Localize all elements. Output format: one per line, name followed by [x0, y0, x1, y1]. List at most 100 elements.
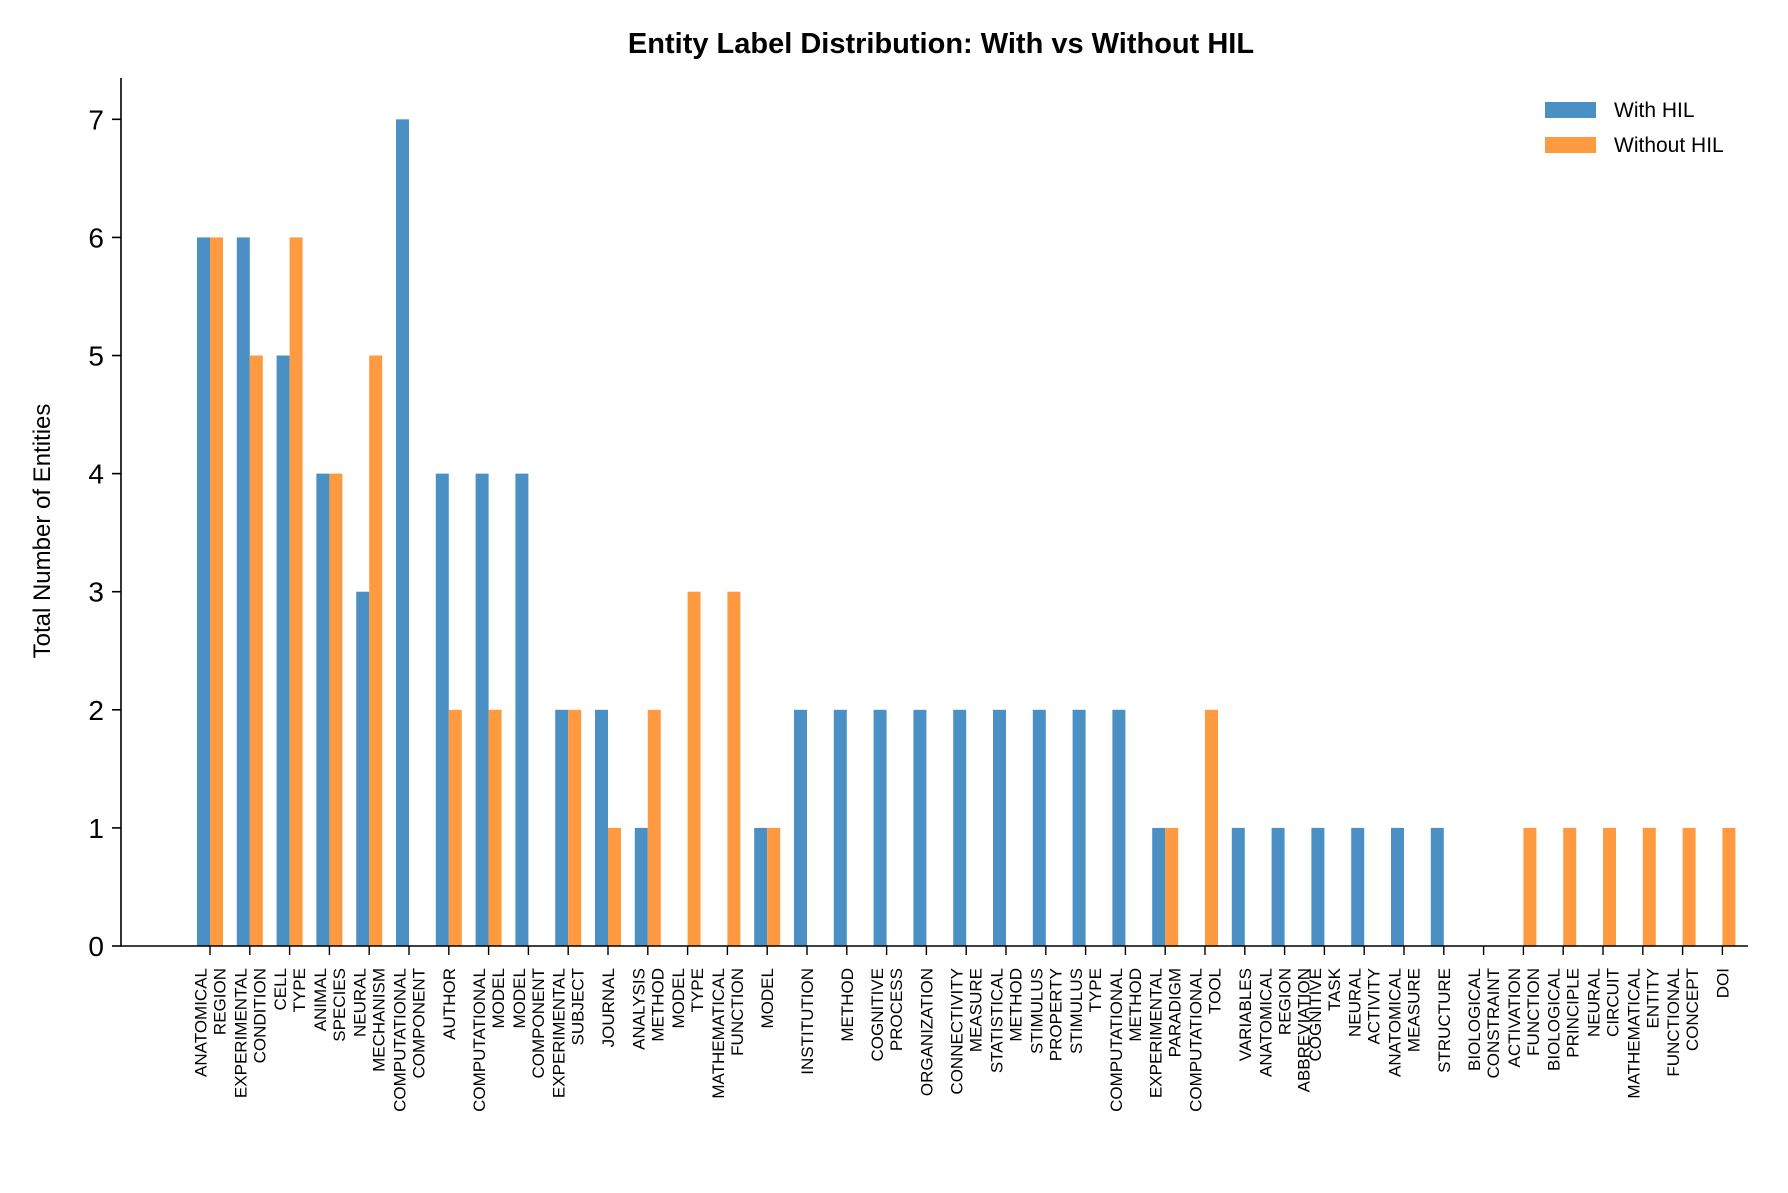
bar-with-hil [1152, 827, 1166, 946]
bar-without-hil [1642, 827, 1656, 946]
bar-with-hil [754, 827, 768, 946]
x-tick-label: AUTHOR [440, 968, 459, 1040]
bar-without-hil [289, 237, 303, 946]
bar-without-hil [1563, 827, 1577, 946]
x-tick-label: TASK [1325, 967, 1344, 1011]
x-tick-label: TYPE [688, 968, 707, 1012]
x-tick-label: SPECIES [330, 968, 349, 1042]
x-tick-label: FUNCTIONAL [1664, 968, 1683, 1077]
x-tick-label: REGION [211, 968, 230, 1035]
x-tick-label: PARADIGM [1166, 968, 1185, 1057]
x-tick-label: COMPONENT [410, 968, 429, 1079]
bar-with-hil [953, 709, 967, 946]
bar-with-hil [316, 473, 330, 946]
x-tick-label: COGNITIVE [868, 968, 887, 1062]
chart-title: Entity Label Distribution: With vs Witho… [628, 28, 1254, 60]
x-tick-label: COMPONENT [529, 968, 548, 1079]
x-tick-label: ANALYSIS [629, 968, 648, 1050]
x-tick-label: EXPERIMENTAL [1147, 968, 1166, 1098]
x-tick-label: ORGANIZATION [917, 968, 936, 1096]
x-tick-label: STATISTICAL [988, 968, 1007, 1073]
legend-label: Without HIL [1614, 134, 1724, 157]
y-tick-label: 1 [88, 813, 104, 844]
bar-without-hil [1603, 827, 1616, 946]
x-tick-label: SUBJECT [569, 968, 588, 1045]
x-tick-label: ACTIVITY [1365, 968, 1384, 1045]
bar-without-hil [210, 237, 223, 946]
bar-with-hil [1231, 827, 1245, 946]
x-tick-label: COMPUTATIONAL [470, 968, 489, 1112]
x-tick-label: CONDITION [250, 968, 269, 1063]
bar-with-hil [1112, 709, 1126, 946]
bar-without-hil [687, 591, 701, 946]
x-tick-label: COMPUTATIONAL [391, 968, 410, 1112]
x-tick-label: STIMULUS [1067, 968, 1086, 1054]
legend-label: With HIL [1614, 99, 1695, 122]
bar-with-hil [276, 355, 290, 946]
legend-swatch-with-hil [1545, 102, 1596, 118]
bar-without-hil [727, 591, 741, 946]
x-tick-label: CONSTRAINT [1484, 968, 1503, 1079]
bar-without-hil [1205, 709, 1218, 946]
x-tick-label: MATHEMATICAL [709, 968, 728, 1099]
x-tick-label: FUNCTION [728, 968, 747, 1056]
x-tick-label: ANATOMICAL [192, 968, 211, 1077]
x-tick-label: REGION [1276, 968, 1295, 1035]
x-tick-label: METHOD [648, 968, 667, 1042]
x-tick-label: NEURAL [1346, 968, 1365, 1037]
bar-with-hil [634, 827, 648, 946]
bar-with-hil [1351, 827, 1365, 946]
y-tick-label: 2 [88, 695, 104, 726]
x-tick-label: EXPERIMENTAL [231, 968, 250, 1098]
bar-with-hil [555, 709, 569, 946]
x-tick-label: MATHEMATICAL [1624, 968, 1643, 1099]
bar-with-hil [236, 237, 250, 946]
x-tick-label: TYPE [1086, 968, 1105, 1012]
bar-with-hil [595, 709, 608, 946]
x-tick-label: CELL [271, 968, 290, 1011]
x-tick-label: ANATOMICAL [1257, 968, 1276, 1077]
x-tick-label: MODEL [510, 968, 529, 1028]
bar-with-hil [197, 237, 210, 946]
bar-with-hil [1032, 709, 1046, 946]
y-ticks-group: 0 1 2 3 4 5 6 7 [88, 104, 121, 962]
x-tick-label: METHOD [838, 968, 857, 1042]
bar-without-hil [1722, 827, 1736, 946]
x-tick-label: FUNCTION [1524, 968, 1543, 1056]
y-tick-label: 3 [88, 577, 104, 608]
x-tick-label: ABBREVIATION [1295, 968, 1314, 1092]
bar-without-hil [1165, 827, 1179, 946]
y-tick-label: 7 [88, 104, 104, 135]
y-tick-label: 6 [88, 222, 104, 253]
bar-with-hil [794, 709, 807, 946]
x-tick-label: PROCESS [887, 968, 906, 1051]
y-tick-label: 0 [88, 931, 104, 962]
bar-without-hil [329, 473, 343, 946]
bar-without-hil [1682, 827, 1696, 946]
bar-without-hil [767, 827, 781, 946]
bar-with-hil [356, 591, 370, 946]
x-tick-label: BIOLOGICAL [1545, 968, 1564, 1071]
bar-without-hil [488, 709, 502, 946]
x-tick-label: EXPERIMENTAL [550, 968, 569, 1098]
x-tick-label: METHOD [1007, 968, 1026, 1042]
bar-with-hil [1271, 827, 1285, 946]
bar-with-hil [833, 709, 847, 946]
x-tick-label: TOOL [1206, 968, 1225, 1014]
x-tick-label: COMPUTATIONAL [1107, 968, 1126, 1112]
x-tick-label: VARIABLES [1236, 968, 1255, 1061]
x-tick-label: JOURNAL [599, 968, 618, 1047]
x-tick-label: ANATOMICAL [1386, 968, 1405, 1077]
y-tick-label: 5 [88, 341, 104, 372]
x-tick-label: COMPUTATIONAL [1187, 968, 1206, 1112]
bar-without-hil [369, 355, 383, 946]
x-tick-label: NEURAL [1585, 968, 1604, 1037]
bar-with-hil [1430, 827, 1444, 946]
x-tick-label: TYPE [290, 968, 309, 1012]
x-tick-label: MEASURE [967, 968, 986, 1052]
bar-with-hil [1391, 827, 1404, 946]
x-tick-label: METHOD [1126, 968, 1145, 1042]
x-tick-label: INSTITUTION [798, 968, 817, 1075]
